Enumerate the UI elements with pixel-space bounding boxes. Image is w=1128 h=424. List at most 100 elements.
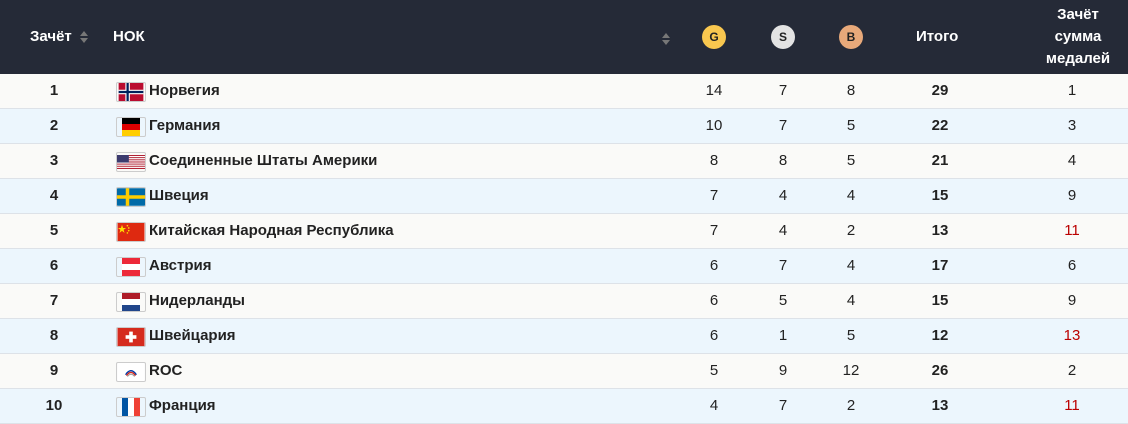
rank: 5	[49, 222, 59, 239]
gold-count: 10	[705, 117, 723, 134]
gold-count: 4	[709, 397, 719, 414]
sort-icon[interactable]	[79, 31, 89, 44]
total-count: 15	[931, 187, 949, 204]
silver-count: 4	[778, 222, 788, 239]
table-row[interactable]: 7 Нидерланды 6 5 4 15 9	[0, 284, 1128, 319]
flag-china-icon	[116, 222, 146, 242]
table-header: Зачёт НОК G S B Итого Зачёт сумма медале…	[0, 0, 1128, 74]
sort-icon[interactable]	[662, 33, 671, 46]
total-count: 15	[931, 292, 949, 309]
medal-rank: 11	[1064, 222, 1080, 239]
medal-table-body: 1 Норвегия 14 7 8 29 1 2 Германия 10 7 5 22 3 3 Соедине…	[0, 74, 1128, 424]
table-row[interactable]: 8 Швейцария 6 1 5 12 13	[0, 319, 1128, 354]
gold-count: 14	[705, 82, 723, 99]
medal-rank: 1	[1067, 82, 1077, 99]
country-name[interactable]: Соединенные Штаты Америки	[149, 152, 378, 169]
rank: 9	[49, 362, 59, 379]
rank: 7	[49, 292, 59, 309]
table-row[interactable]: 4 Швеция 7 4 4 15 9	[0, 179, 1128, 214]
gold-count: 8	[709, 152, 719, 169]
rank: 8	[49, 327, 59, 344]
rank: 3	[49, 152, 59, 169]
bronze-count: 5	[846, 327, 856, 344]
rank: 1	[49, 82, 59, 99]
silver-count: 5	[778, 292, 788, 309]
medal-rank: 9	[1067, 187, 1077, 204]
total-count: 13	[931, 222, 949, 239]
header-rank[interactable]: Зачёт	[30, 28, 89, 45]
bronze-count: 8	[846, 82, 856, 99]
gold-count: 7	[709, 222, 719, 239]
country-name[interactable]: Нидерланды	[149, 292, 245, 309]
country-name[interactable]: Швейцария	[149, 327, 236, 344]
flag-switzerland-icon	[116, 327, 146, 347]
silver-count: 7	[778, 82, 788, 99]
header-noc[interactable]: НОК	[113, 28, 145, 45]
rank: 4	[49, 187, 59, 204]
bronze-count: 4	[846, 187, 856, 204]
medal-rank: 9	[1067, 292, 1077, 309]
flag-roc-icon	[116, 362, 146, 382]
total-count: 22	[931, 117, 949, 134]
table-row[interactable]: 10 Франция 4 7 2 13 11	[0, 389, 1128, 424]
medal-rank: 3	[1067, 117, 1077, 134]
bronze-count: 2	[846, 397, 856, 414]
table-row[interactable]: 6 Австрия 6 7 4 17 6	[0, 249, 1128, 284]
bronze-count: 2	[846, 222, 856, 239]
table-row[interactable]: 9 ROC 5 9 12 26 2	[0, 354, 1128, 389]
medal-rank: 2	[1067, 362, 1077, 379]
gold-medal-icon[interactable]: G	[702, 25, 726, 49]
total-count: 17	[931, 257, 949, 274]
gold-count: 5	[709, 362, 719, 379]
medal-rank: 13	[1063, 327, 1081, 344]
bronze-medal-icon[interactable]: B	[839, 25, 863, 49]
flag-austria-icon	[116, 257, 146, 277]
total-count: 13	[931, 397, 949, 414]
flag-netherlands-icon	[116, 292, 146, 312]
country-name[interactable]: Германия	[149, 117, 221, 134]
header-total[interactable]: Итого	[916, 28, 959, 45]
silver-count: 4	[778, 187, 788, 204]
total-count: 29	[931, 82, 949, 99]
country-name[interactable]: Франция	[149, 397, 216, 414]
medal-rank: 11	[1064, 397, 1080, 414]
bronze-count: 4	[846, 257, 856, 274]
silver-count: 7	[778, 397, 788, 414]
country-name[interactable]: Норвегия	[149, 82, 220, 99]
flag-norway-icon	[116, 82, 146, 102]
table-row[interactable]: 2 Германия 10 7 5 22 3	[0, 109, 1128, 144]
flag-usa-icon	[116, 152, 146, 172]
bronze-count: 4	[846, 292, 856, 309]
rank: 2	[49, 117, 59, 134]
country-name[interactable]: Австрия	[149, 257, 212, 274]
country-name[interactable]: Китайская Народная Республика	[149, 222, 394, 239]
bronze-count: 12	[842, 362, 860, 379]
silver-medal-icon[interactable]: S	[771, 25, 795, 49]
gold-count: 6	[709, 257, 719, 274]
medal-rank: 6	[1067, 257, 1077, 274]
total-count: 12	[931, 327, 949, 344]
gold-count: 6	[709, 327, 719, 344]
silver-count: 8	[778, 152, 788, 169]
rank: 10	[45, 397, 63, 414]
gold-count: 6	[709, 292, 719, 309]
total-count: 26	[931, 362, 949, 379]
flag-sweden-icon	[116, 187, 146, 207]
bronze-count: 5	[846, 117, 856, 134]
silver-count: 1	[778, 327, 788, 344]
country-name[interactable]: ROC	[149, 362, 183, 379]
bronze-count: 5	[846, 152, 856, 169]
silver-count: 7	[778, 117, 788, 134]
country-name[interactable]: Швеция	[149, 187, 209, 204]
total-count: 21	[931, 152, 949, 169]
rank: 6	[49, 257, 59, 274]
silver-count: 7	[778, 257, 788, 274]
silver-count: 9	[778, 362, 788, 379]
table-row[interactable]: 5 Китайская Народная Республика 7 4 2 13 11	[0, 214, 1128, 249]
medal-rank: 4	[1067, 152, 1077, 169]
header-medal-rank[interactable]: Зачёт сумма медалей	[1045, 6, 1111, 67]
table-row[interactable]: 3 Соединенные Штаты Америки 8 8 5 21 4	[0, 144, 1128, 179]
gold-count: 7	[709, 187, 719, 204]
table-row[interactable]: 1 Норвегия 14 7 8 29 1	[0, 74, 1128, 109]
flag-france-icon	[116, 397, 146, 417]
